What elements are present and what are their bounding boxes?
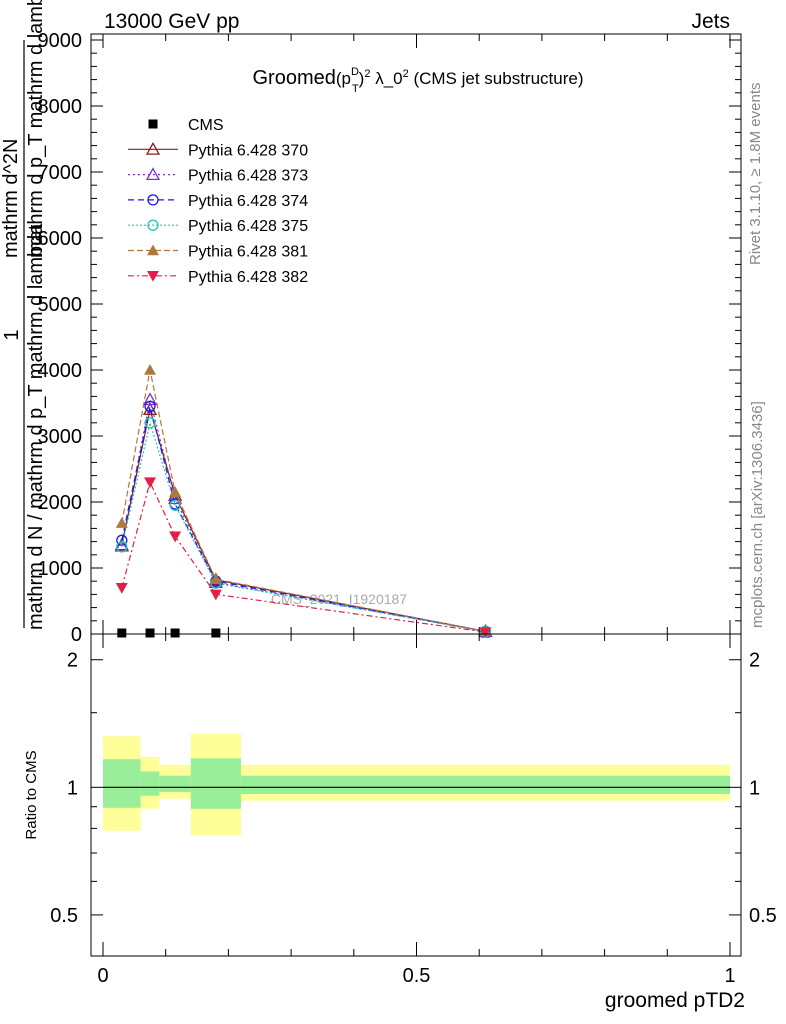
ratio-y-axis: 0.5 0.5 1 1 2 2 bbox=[50, 650, 777, 927]
data-point bbox=[142, 392, 158, 406]
data-point bbox=[116, 541, 128, 553]
data-point bbox=[115, 517, 128, 528]
main-plot-x-ticks bbox=[102, 34, 731, 634]
analysis-watermark: CMS_2021_I1920187 bbox=[271, 591, 407, 607]
y-axis-label: 1 mathrm d N / mathrm d p_T mathrm d lam… bbox=[0, 0, 47, 630]
legend-marker bbox=[147, 244, 159, 256]
mcplots-label: mcplots.cern.ch [arXiv:1306.3436] bbox=[749, 401, 766, 628]
legend-label: Pythia 6.428 381 bbox=[188, 244, 308, 261]
y-tick-label: 4000 bbox=[38, 360, 83, 382]
ratio-x-axis: 0 0.5 1 bbox=[97, 634, 736, 987]
y-tick-label: 7000 bbox=[38, 162, 83, 184]
series-line bbox=[121, 420, 486, 633]
x-tick-label: 0.5 bbox=[403, 965, 431, 987]
data-point bbox=[144, 364, 157, 375]
data-point bbox=[142, 402, 158, 416]
legend-label: Pythia 6.428 370 bbox=[188, 142, 308, 159]
legend-marker bbox=[148, 119, 158, 129]
y-axis-label-top: mathrm d^2N bbox=[0, 139, 22, 258]
data-point bbox=[209, 573, 222, 585]
x-tick-label: 0 bbox=[97, 965, 108, 987]
legend-label: Pythia 6.428 375 bbox=[188, 218, 308, 235]
legend-marker bbox=[147, 194, 159, 206]
data-point bbox=[170, 628, 180, 638]
ratio-y-label: Ratio to CMS bbox=[23, 750, 40, 839]
ratio-y-tick-label-right: 2 bbox=[749, 650, 760, 672]
header-right: Jets bbox=[691, 10, 730, 33]
data-point bbox=[169, 531, 182, 543]
main-plot: CMS_2021_I1920187 0 1000 2000 3000 4000 5000 6… bbox=[38, 30, 742, 646]
legend-label: CMS bbox=[188, 117, 224, 134]
data-point bbox=[211, 628, 221, 638]
ratio-band-inner bbox=[240, 775, 730, 794]
legend-marker bbox=[147, 271, 159, 282]
legend-marker bbox=[147, 219, 159, 231]
y-tick-label: 2000 bbox=[38, 492, 83, 514]
data-point bbox=[169, 486, 182, 497]
y-tick-label: 9000 bbox=[38, 30, 83, 52]
data-point bbox=[115, 583, 128, 594]
y-tick-label: 8000 bbox=[38, 96, 83, 118]
ratio-y-tick-label-right: 0.5 bbox=[749, 905, 777, 927]
y-axis-label-numerator: 1 bbox=[1, 329, 23, 340]
data-point bbox=[144, 417, 156, 429]
y-tick-label: 1000 bbox=[38, 558, 83, 580]
main-plot-series bbox=[114, 364, 493, 639]
header-left: 13000 GeV pp bbox=[104, 10, 239, 33]
ratio-band-inner bbox=[140, 771, 160, 796]
y-tick-label: 0 bbox=[71, 624, 82, 646]
data-point bbox=[144, 477, 157, 489]
main-plot-y-axis: 0 1000 2000 3000 4000 5000 6000 7000 8000 9000 bbox=[38, 30, 741, 646]
ratio-band-inner bbox=[103, 759, 141, 808]
ratio-band-inner bbox=[190, 758, 241, 809]
ratio-y-tick-label-right: 1 bbox=[749, 777, 760, 799]
data-point bbox=[209, 589, 222, 601]
x-tick-label: 1 bbox=[724, 965, 735, 987]
legend-label: Pythia 6.428 382 bbox=[188, 269, 308, 286]
legend-marker bbox=[145, 167, 161, 181]
series-line bbox=[121, 480, 486, 633]
x-axis-label: groomed pTD2 bbox=[605, 989, 745, 1012]
y-axis-label-mid: mathrm d p_T mathrm d lambda bbox=[25, 0, 47, 258]
ratio-bands bbox=[103, 733, 730, 836]
legend: CMS Pythia 6.428 370 Pythia 6.428 373 Pythi… bbox=[128, 117, 308, 286]
y-tick-label: 3000 bbox=[38, 426, 83, 448]
ratio-y-tick-label-left: 0.5 bbox=[50, 905, 78, 927]
data-point bbox=[144, 400, 156, 412]
ratio-y-tick-label-left: 1 bbox=[67, 777, 78, 799]
ratio-band-inner bbox=[159, 775, 191, 792]
ratio-plot: 0.5 0.51 12 2 0 0.5 1 bbox=[50, 633, 777, 987]
data-point bbox=[168, 491, 183, 505]
legend-label: Pythia 6.428 374 bbox=[188, 193, 308, 210]
data-point bbox=[145, 628, 155, 638]
y-tick-label: 5000 bbox=[38, 294, 83, 316]
y-axis-label-denominator: mathrm d N / mathrm d p_T mathrm d lambd… bbox=[25, 223, 47, 630]
data-point bbox=[479, 627, 492, 639]
legend-marker bbox=[145, 141, 161, 155]
data-point bbox=[114, 538, 129, 552]
rivet-label: Rivet 3.1.10, ≥ 1.8M events bbox=[747, 83, 764, 266]
data-point bbox=[169, 499, 181, 511]
plot-title: Groomed(pD T)2 λ_02 (CMS jet substructure… bbox=[252, 66, 583, 95]
series-line bbox=[121, 406, 486, 632]
ratio-y-tick-label-left: 2 bbox=[67, 650, 78, 672]
legend-label: Pythia 6.428 373 bbox=[188, 168, 308, 185]
data-point bbox=[117, 628, 127, 638]
y-tick-label: 6000 bbox=[38, 228, 83, 250]
